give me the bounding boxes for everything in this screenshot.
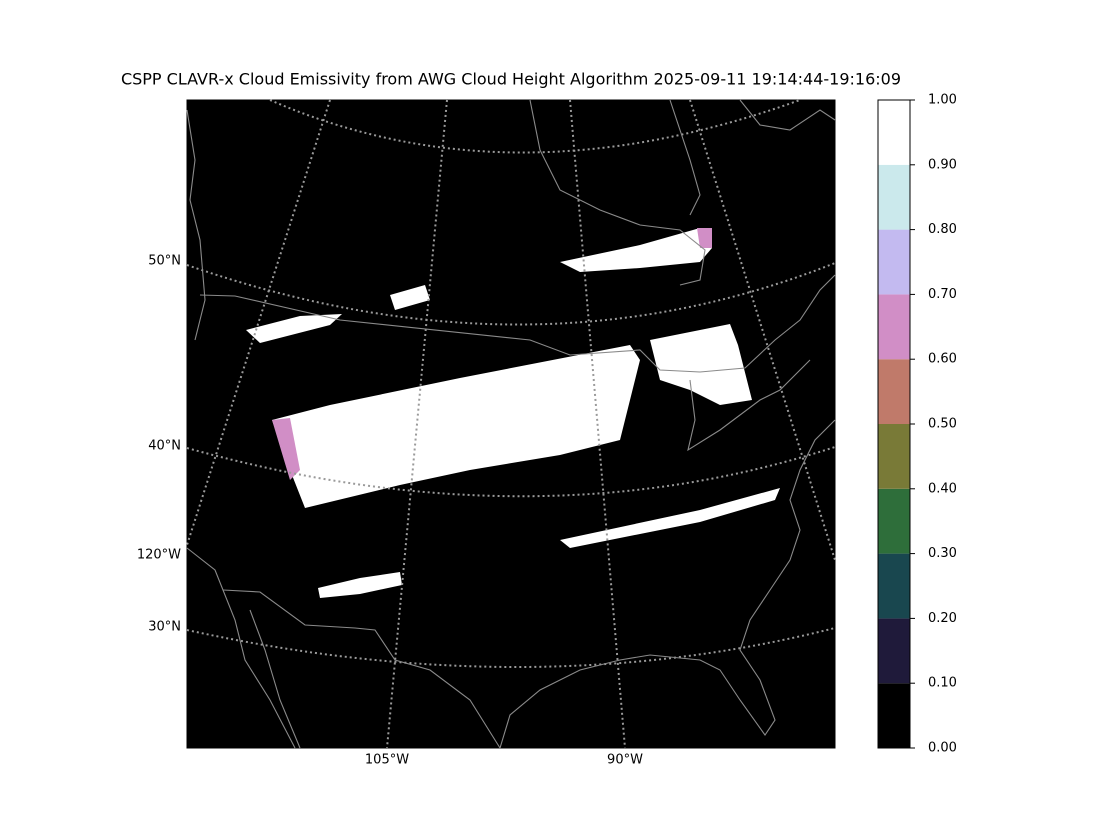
map-labels: 50°N 40°N 30°N 120°W 105°W 90°W	[137, 254, 643, 768]
colorbar-tick-label: 0.00	[928, 741, 957, 756]
colorbar-segment	[878, 424, 910, 489]
colorbar-segment	[878, 488, 910, 554]
colorbar-tick-label: 0.80	[928, 222, 957, 237]
colorbar-segment	[878, 683, 910, 748]
title: CSPP CLAVR-x Cloud Emissivity from AWG C…	[121, 70, 901, 89]
colorbar-tick-label: 0.60	[928, 352, 957, 367]
colorbar-segment	[878, 164, 910, 230]
colorbar-segment	[878, 618, 910, 684]
colorbar-tick-label: 0.90	[928, 157, 957, 172]
lon-label: 90°W	[607, 753, 643, 768]
colorbar-segment	[878, 359, 910, 424]
lon-label: 105°W	[365, 753, 409, 768]
colorbar-tick-label: 0.50	[928, 417, 957, 432]
colorbar-segment	[878, 553, 910, 619]
colorbar-segment	[878, 100, 910, 165]
lat-label: 40°N	[148, 439, 181, 454]
colorbar-tick-label: 0.40	[928, 481, 957, 496]
colorbar-tick-label: 0.30	[928, 546, 957, 561]
lat-label: 30°N	[148, 620, 181, 635]
lon-label: 120°W	[137, 548, 181, 563]
lat-label: 50°N	[148, 254, 181, 269]
map	[186, 99, 836, 749]
colorbar-tick-label: 0.70	[928, 287, 957, 302]
colorbar-tick-label: 0.20	[928, 611, 957, 626]
colorbar-tick-label: 1.00	[928, 93, 957, 108]
colorbar: 0.00 0.10 0.20 0.30 0.40 0.50 0.60 0.70 0.80 0.90…	[877, 93, 957, 756]
colorbar-segment	[878, 229, 910, 295]
colorbar-tick-label: 0.10	[928, 676, 957, 691]
colorbar-segment	[878, 294, 910, 360]
